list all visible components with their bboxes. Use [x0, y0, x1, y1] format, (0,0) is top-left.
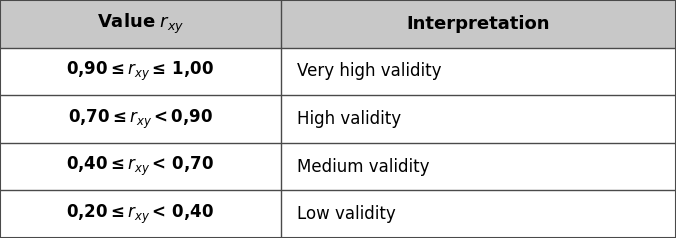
Bar [0, 95, 676, 143]
Text: $\mathbf{0{,}40{\leq}}$$\mathit{r}_{xy}$$\mathbf{{<}\,0{,}70}$: $\mathbf{0{,}40{\leq}}$$\mathit{r}_{xy}$… [66, 155, 214, 178]
Bar [0, 48, 676, 95]
Text: High validity: High validity [297, 110, 402, 128]
Text: Low validity: Low validity [297, 205, 396, 223]
Text: Interpretation: Interpretation [406, 15, 550, 33]
Text: $\mathbf{0{,}90{\leq}}$$\mathit{r}_{xy}$$\mathbf{{\leq}\,1{,}00}$: $\mathbf{0{,}90{\leq}}$$\mathit{r}_{xy}$… [66, 60, 214, 83]
Text: $\mathbf{0{,}70{\leq}}$$\mathit{r}_{xy}$$\mathbf{{<}0{,}90}$: $\mathbf{0{,}70{\leq}}$$\mathit{r}_{xy}$… [68, 107, 213, 131]
Bar [0, 0, 676, 48]
Bar [0, 190, 676, 238]
Bar [0, 143, 676, 190]
Text: Very high validity: Very high validity [297, 62, 442, 80]
Text: $\mathbf{0{,}20{\leq}}$$\mathit{r}_{xy}$$\mathbf{{<}\,0{,}40}$: $\mathbf{0{,}20{\leq}}$$\mathit{r}_{xy}$… [66, 203, 214, 226]
Text: Medium validity: Medium validity [297, 158, 430, 176]
Text: $\bf{Value}$ $\mathit{r}_{xy}$: $\bf{Value}$ $\mathit{r}_{xy}$ [97, 12, 184, 36]
